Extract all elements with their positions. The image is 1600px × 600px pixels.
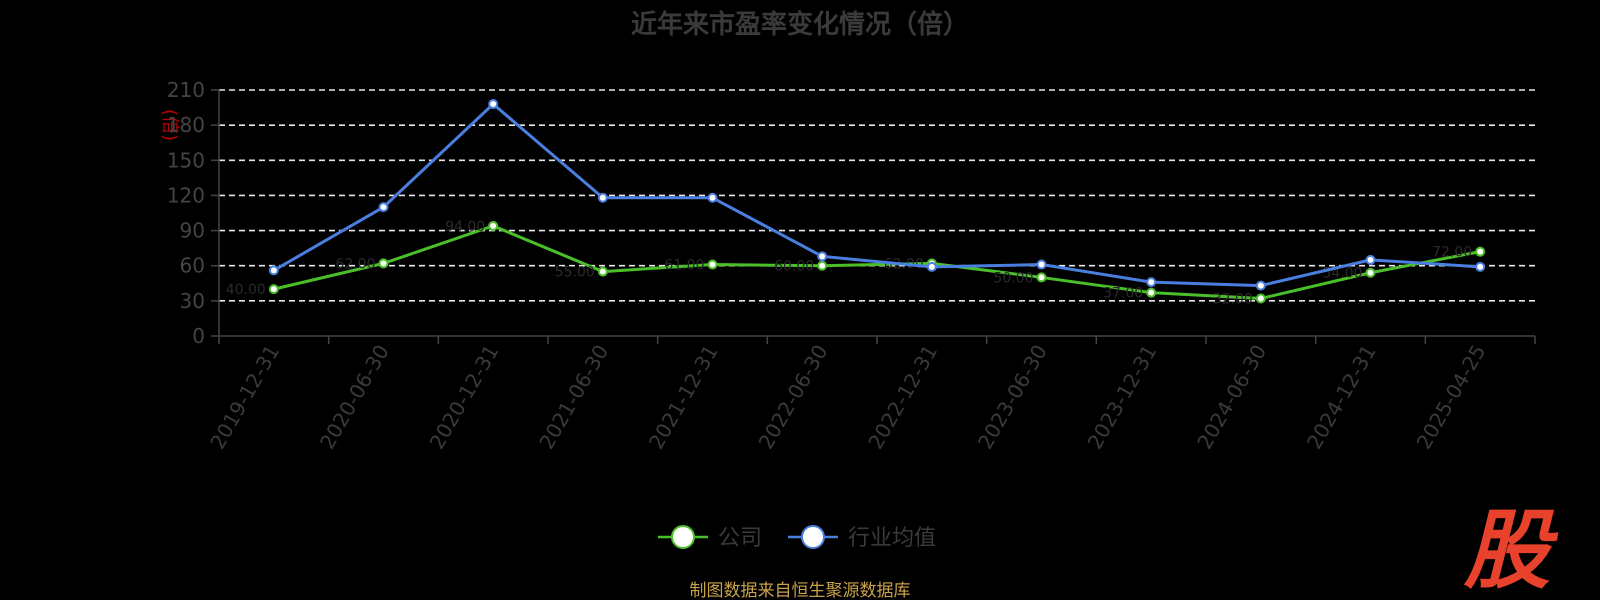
legend-label: 行业均值 bbox=[848, 526, 936, 551]
data-point bbox=[1146, 287, 1157, 298]
data-point bbox=[926, 261, 937, 272]
legend-label: 公司 bbox=[718, 526, 762, 551]
legend: 公司 行业均值 bbox=[658, 525, 936, 551]
x-tick-label: 2025-04-25 bbox=[1412, 341, 1491, 454]
chart-title: 近年来市盈率变化情况（倍） bbox=[631, 9, 969, 40]
x-tick-label: 2022-06-30 bbox=[754, 341, 833, 454]
data-point bbox=[1036, 272, 1047, 283]
y-tick-label: 120 bbox=[167, 183, 205, 207]
data-point bbox=[1475, 261, 1486, 272]
data-point bbox=[1036, 259, 1047, 270]
legend-marker bbox=[801, 525, 825, 549]
series-industry-average bbox=[268, 99, 1486, 291]
x-tick-label: 2021-06-30 bbox=[534, 341, 613, 454]
x-tick-label: 2020-06-30 bbox=[315, 341, 394, 454]
data-point bbox=[817, 251, 828, 262]
y-tick-label: 60 bbox=[180, 254, 205, 278]
data-label: 94.00 bbox=[445, 219, 485, 235]
data-label: 32.00 bbox=[1213, 292, 1253, 308]
y-axis: 0 30 60 90 120 150 180 210 bbox=[167, 78, 220, 348]
y-tick-label: 90 bbox=[180, 219, 205, 243]
x-tick-label: 2019-12-31 bbox=[205, 341, 284, 454]
data-point bbox=[817, 260, 828, 271]
x-tick-label: 2022-12-31 bbox=[863, 340, 942, 453]
data-point bbox=[268, 265, 279, 276]
data-point bbox=[707, 192, 718, 203]
legend-marker bbox=[671, 525, 695, 549]
y-tick-label: 150 bbox=[167, 148, 205, 172]
data-label: 62.00 bbox=[335, 256, 375, 272]
y-axis-unit: (倍) bbox=[159, 109, 180, 141]
x-axis: 2019-12-31 2020-06-30 2020-12-31 2021-06-30… bbox=[205, 335, 1536, 454]
series-line bbox=[273, 224, 1481, 301]
data-point bbox=[707, 259, 718, 270]
brand-logo: 股 bbox=[1463, 501, 1559, 600]
x-tick-label: 2024-12-31 bbox=[1302, 341, 1381, 454]
y-tick-label: 30 bbox=[180, 289, 205, 313]
data-point bbox=[597, 266, 608, 277]
data-point bbox=[488, 99, 499, 110]
legend-item: 公司 bbox=[658, 525, 762, 551]
x-tick-label: 2021-12-31 bbox=[644, 341, 723, 454]
data-point bbox=[597, 192, 608, 203]
y-tick-label: 210 bbox=[167, 78, 205, 102]
data-point bbox=[1255, 280, 1266, 291]
x-tick-label: 2020-12-31 bbox=[425, 340, 504, 453]
data-source-note: 制图数据来自恒生聚源数据库 bbox=[690, 581, 911, 600]
data-label: 72.00 bbox=[1432, 245, 1472, 261]
x-tick-label: 2023-12-31 bbox=[1083, 341, 1162, 454]
data-label: 55.00 bbox=[555, 265, 595, 281]
data-label: 54.00 bbox=[1322, 266, 1362, 282]
x-tick-label: 2024-06-30 bbox=[1192, 341, 1271, 454]
data-label: 50.00 bbox=[993, 270, 1033, 286]
data-point bbox=[1146, 277, 1157, 288]
data-point bbox=[1475, 246, 1486, 257]
data-point bbox=[488, 220, 499, 231]
data-point bbox=[378, 258, 389, 269]
series-line bbox=[273, 102, 1481, 288]
data-label: 60.00 bbox=[774, 259, 814, 275]
data-point bbox=[378, 202, 389, 213]
y-tick-label: 180 bbox=[167, 113, 205, 137]
data-point bbox=[268, 284, 279, 295]
data-point bbox=[1365, 254, 1376, 265]
data-label: 37.00 bbox=[1103, 286, 1143, 302]
data-point bbox=[1255, 293, 1266, 304]
y-tick-label: 0 bbox=[192, 324, 205, 348]
data-point bbox=[1365, 267, 1376, 278]
data-label: 40.00 bbox=[226, 282, 266, 298]
legend-item: 行业均值 bbox=[788, 525, 936, 551]
x-tick-label: 2023-06-30 bbox=[973, 341, 1052, 454]
data-label: 61.00 bbox=[664, 258, 704, 274]
